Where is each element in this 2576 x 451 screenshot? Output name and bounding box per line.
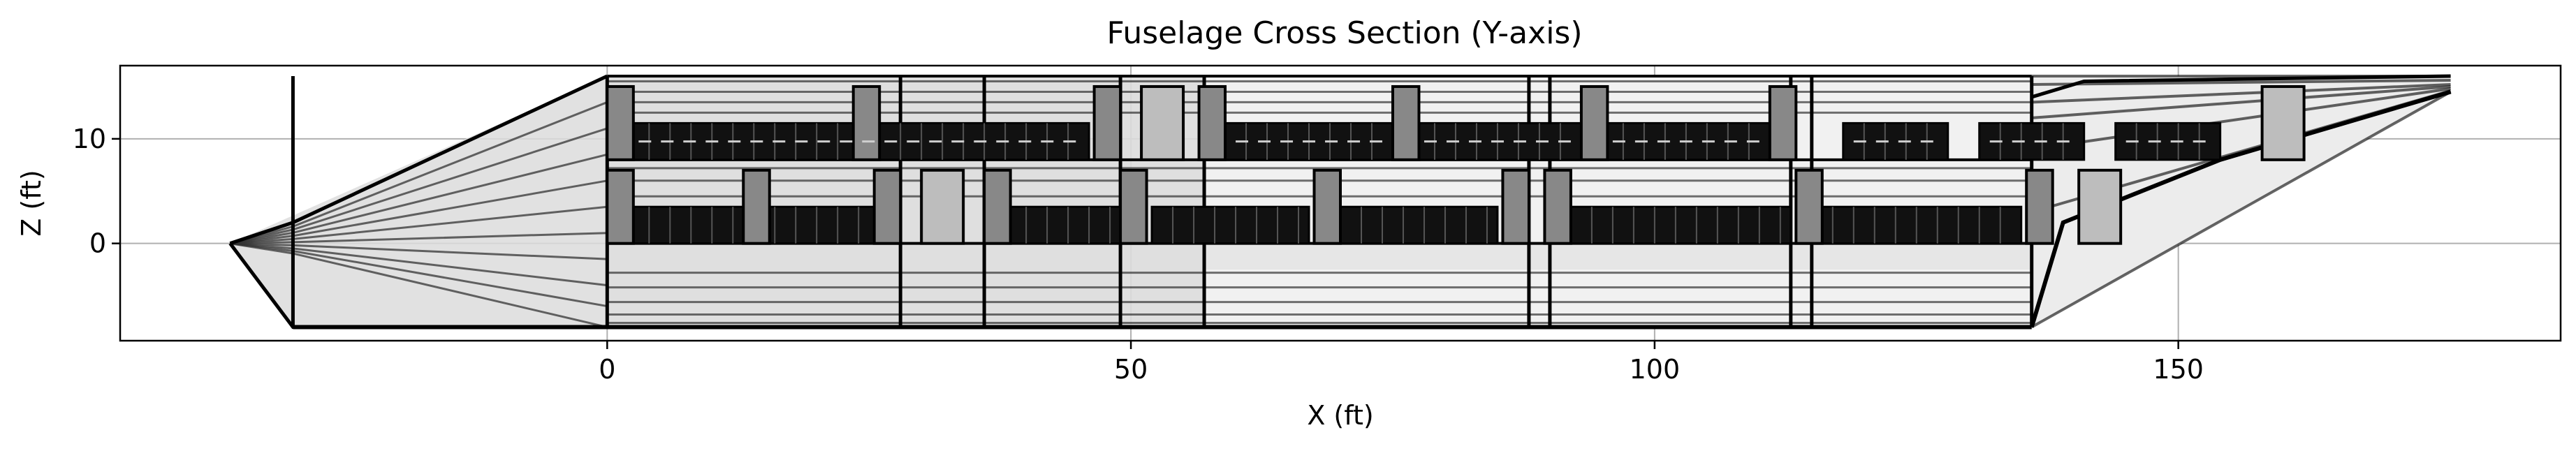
upper-deck-lavatory [1140,84,1185,161]
x-tick-label: 100 [1630,354,1681,385]
lower-deck-galley [872,168,902,245]
tail-loft-line [2031,84,2451,119]
plot-content [228,74,2452,330]
upper-deck-galley [851,84,881,161]
tail-loft-line [2031,82,2451,104]
lower-deck-seat-block [1339,205,1499,245]
lower-deck-seat-block [1569,205,1792,245]
y-tick-label: 10 [73,124,106,154]
lower-deck-galley [2025,168,2054,245]
tail-upper-edge [2030,74,2451,99]
axis-ticks: 0 50 100 150 0 10 [73,124,2204,385]
upper-deck-galley [1391,84,1421,161]
lower-deck-galley [1501,168,1530,245]
upper-deck-galley [606,84,635,161]
lower-deck-seat-block [1004,205,1122,245]
lower-deck-galley [742,168,771,245]
chart-title: Fuselage Cross Section (Y-axis) [1106,15,1582,51]
tail-loft-line [2030,90,2452,329]
upper-deck-galley [1197,84,1227,161]
aft-cabin-shade [1204,243,2032,270]
upper-deck-galley [1092,84,1122,161]
upper-deck-galley [1768,84,1798,161]
x-axis-label: X (ft) [1307,400,1373,431]
upper-deck-galley [1579,84,1609,161]
lower-deck-seat-block [1150,205,1310,245]
lower-deck-galley [606,168,635,245]
lower-deck-lavatory [2077,168,2123,245]
y-tick-label: 0 [89,228,106,259]
lower-deck-lavatory [920,168,965,245]
x-tick-label: 50 [1114,354,1148,385]
aft-cabin-body [1204,75,2032,327]
tail-lower-edge [2029,89,2452,328]
y-axis-label: Z (ft) [16,170,47,236]
tail-loft-line [2031,87,2451,151]
x-tick-label: 150 [2153,354,2204,385]
x-tick-label: 0 [599,354,615,385]
tail-loft-line [2031,78,2451,86]
lower-deck-galley [1312,168,1342,245]
lower-deck-galley [1794,168,1824,245]
plot-frame [119,64,2562,342]
lower-deck-galley [1119,168,1148,245]
upper-deck-lavatory [2260,84,2306,161]
lower-deck-galley [1543,168,1572,245]
lower-deck-galley [983,168,1012,245]
